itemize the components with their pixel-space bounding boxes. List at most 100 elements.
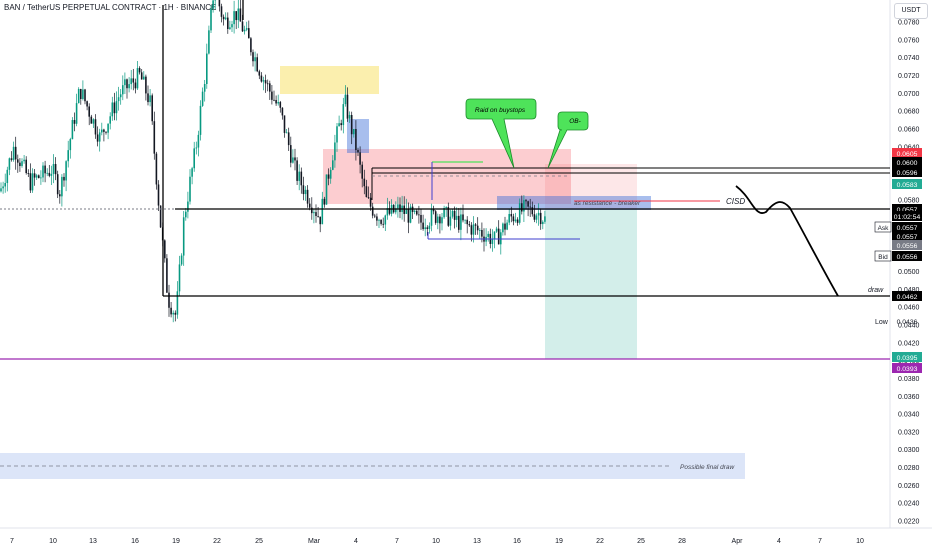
price-label: 01:02:54 xyxy=(892,211,922,221)
candle-body xyxy=(138,68,141,73)
blue-breaker-zone xyxy=(497,196,651,210)
x-tick-label: 10 xyxy=(49,538,57,545)
candle-body xyxy=(80,89,82,99)
y-tick-label: 0.0760 xyxy=(898,37,920,44)
svg-text:0.0605: 0.0605 xyxy=(897,151,918,158)
candle-body xyxy=(317,216,319,217)
x-tick-label: 22 xyxy=(596,538,604,545)
candle-body xyxy=(239,8,242,22)
candle-body xyxy=(65,161,67,181)
price-label: 0.0600 xyxy=(892,157,922,167)
candle-body xyxy=(281,107,284,116)
candle-body xyxy=(350,115,353,135)
candle-body xyxy=(359,152,361,165)
price-label: 0.0557 xyxy=(892,231,922,241)
candle-body xyxy=(283,115,286,133)
candle-body xyxy=(117,97,120,102)
candle-body xyxy=(277,102,279,104)
candle-body xyxy=(439,216,441,224)
candle-body xyxy=(42,165,44,178)
candle-body xyxy=(210,8,212,31)
candle-body xyxy=(487,233,489,237)
candle-body xyxy=(500,232,502,245)
candle-body xyxy=(222,16,225,20)
y-tick-label: 0.0300 xyxy=(898,447,920,454)
candle-body xyxy=(430,209,433,226)
candle-body xyxy=(447,207,450,226)
candle-body xyxy=(441,217,443,224)
svg-text:0.0596: 0.0596 xyxy=(897,170,918,177)
candle-body xyxy=(460,214,462,230)
chart-title: BAN / TetherUS PERPETUAL CONTRACT · 1H ·… xyxy=(4,3,217,12)
price-label: 0.0395 xyxy=(892,352,922,362)
price-axis[interactable]: 0.0780 0.0760 0.0740 0.0720 0.0700 0.0680 0.06… xyxy=(898,20,920,526)
candle-body xyxy=(59,194,61,197)
candle-body xyxy=(308,203,311,208)
candle-body xyxy=(296,160,298,181)
candle-body xyxy=(380,219,382,224)
low-label: Low xyxy=(875,319,889,326)
candle-body xyxy=(52,164,55,174)
candle-body xyxy=(542,221,544,225)
candle-body xyxy=(336,126,338,143)
candle-body xyxy=(376,216,378,221)
candle-body xyxy=(166,258,168,293)
svg-text:Ask: Ask xyxy=(878,225,890,232)
candle-body xyxy=(437,216,439,223)
candle-body xyxy=(537,212,540,216)
candle-body xyxy=(237,8,240,21)
candle-body xyxy=(40,177,42,179)
y-tick-label: 0.0720 xyxy=(898,73,920,80)
candle-body xyxy=(54,164,57,175)
x-tick-label: Apr xyxy=(732,538,744,545)
y-tick-label: 0.0380 xyxy=(898,376,920,383)
candle-body xyxy=(203,84,206,92)
candle-body xyxy=(371,206,374,216)
raid-callout: Raid on buystops xyxy=(465,98,537,169)
candle-body xyxy=(182,217,185,256)
candle-body xyxy=(10,158,13,160)
candle-body xyxy=(497,228,500,245)
candle-body xyxy=(302,185,305,195)
price-label: 0.0436 xyxy=(897,319,918,326)
candle-body xyxy=(384,215,387,225)
candle-body xyxy=(231,24,233,28)
candle-body xyxy=(6,169,9,184)
candle-body xyxy=(235,11,237,21)
candle-body xyxy=(285,132,288,134)
candle-body xyxy=(258,71,261,76)
candle-body xyxy=(407,209,410,223)
svg-text:0.0557: 0.0557 xyxy=(897,225,918,232)
candle-body xyxy=(426,227,429,229)
candle-body xyxy=(50,173,53,176)
time-axis[interactable]: 7 10 13 16 19 22 25 Mar 4 7 10 13 16 19 22 25 28 Apr 4 7 10 xyxy=(10,538,864,545)
candle-body xyxy=(329,169,332,179)
x-tick-label: 16 xyxy=(131,538,139,545)
candle-body xyxy=(67,150,69,162)
candle-body xyxy=(126,79,128,89)
final-draw-label: Possible final draw xyxy=(680,464,735,471)
y-tick-label: 0.0580 xyxy=(898,198,920,205)
candle-body xyxy=(149,95,151,103)
currency-selector[interactable]: USDT xyxy=(894,3,928,19)
candle-body xyxy=(493,231,496,240)
candle-body xyxy=(395,208,397,213)
candle-body xyxy=(342,104,345,126)
candle-body xyxy=(535,215,538,220)
y-tick-label: 0.0480 xyxy=(898,287,920,294)
ob-callout: OB- xyxy=(547,111,589,169)
x-tick-label: 16 xyxy=(513,538,521,545)
y-tick-label: 0.0280 xyxy=(898,465,920,472)
candle-body xyxy=(113,102,116,114)
candle-body xyxy=(386,208,389,216)
candle-body xyxy=(304,189,307,195)
x-tick-label: 13 xyxy=(473,538,481,545)
cisd-label: CISD xyxy=(726,197,745,206)
yellow-supply-zone xyxy=(280,66,379,94)
candle-body xyxy=(136,68,139,89)
candle-body xyxy=(56,174,59,195)
draw-label: draw xyxy=(868,287,884,294)
candle-body xyxy=(504,223,506,230)
y-tick-label: 0.0260 xyxy=(898,483,920,490)
